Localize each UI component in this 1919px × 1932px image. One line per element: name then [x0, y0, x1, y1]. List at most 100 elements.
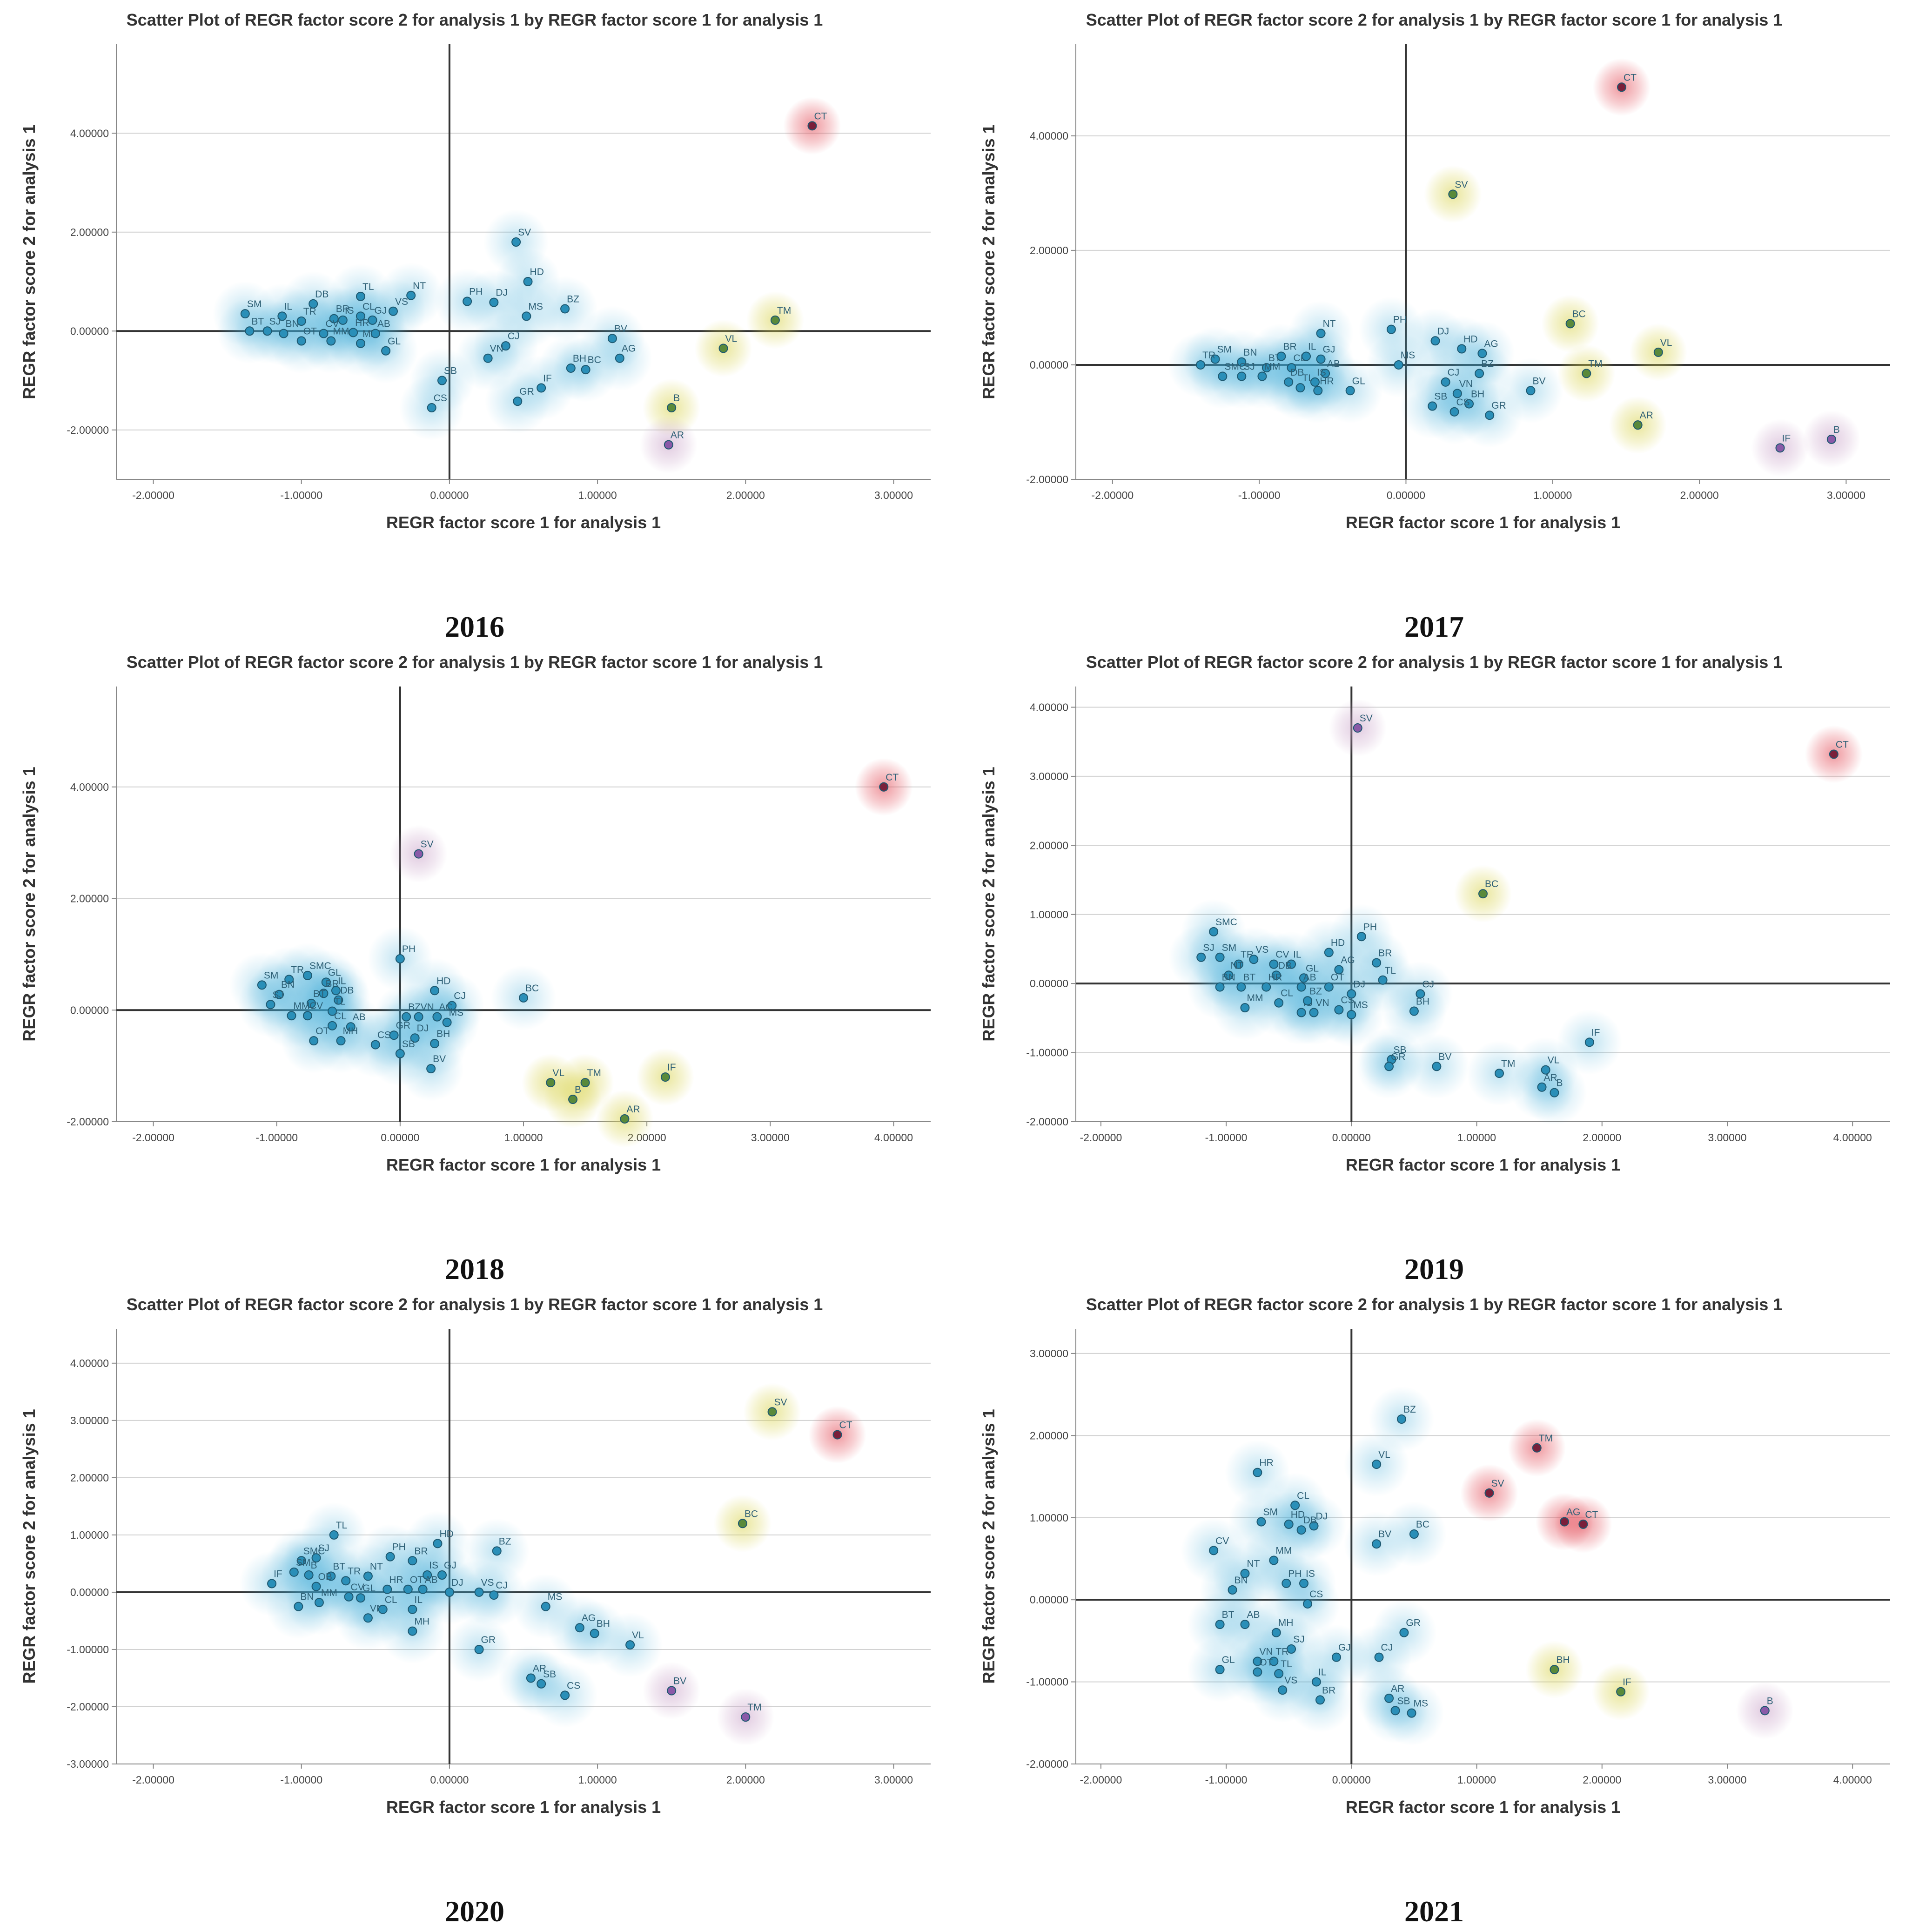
data-point-SV	[767, 1407, 777, 1417]
y-tick-label: 2.00000	[1030, 839, 1068, 851]
point-label: NT	[370, 1561, 383, 1572]
data-point-SV	[414, 849, 423, 859]
data-point-BR	[1372, 958, 1382, 968]
point-label: BT	[1222, 1609, 1235, 1620]
point-label: BT	[1243, 972, 1255, 983]
data-point-GR	[1384, 1062, 1394, 1071]
x-tick-label: -2.00000	[132, 1774, 174, 1786]
data-point-IL	[408, 1604, 417, 1614]
chart-panel-2017: Scatter Plot of REGR factor score 2 for …	[960, 0, 1909, 643]
data-point-MM	[1269, 1555, 1279, 1565]
data-point-SJ	[262, 326, 272, 336]
data-point-AB	[1321, 369, 1330, 378]
x-axis-label: REGR factor score 1 for analysis 1	[1346, 1155, 1620, 1174]
data-point-BN	[275, 990, 284, 999]
point-label: IF	[1623, 1677, 1631, 1688]
point-label: SJ	[272, 990, 284, 1000]
year-caption: 2021	[1404, 1895, 1464, 1928]
y-tick-label: 1.00000	[70, 1529, 109, 1541]
data-point-BT	[1261, 363, 1271, 373]
point-label: GJ	[374, 305, 387, 316]
data-point-CJ	[489, 1590, 499, 1600]
data-point-CS	[427, 403, 436, 412]
data-point-VN	[1309, 1008, 1319, 1017]
point-label: BR	[325, 978, 339, 989]
data-point-PH	[395, 954, 405, 963]
point-label: AG	[582, 1613, 596, 1623]
point-label: HD	[436, 976, 450, 986]
point-label: CJ	[1381, 1643, 1393, 1653]
point-label: BH	[436, 1029, 450, 1039]
x-axis-label: REGR factor score 1 for analysis 1	[1346, 513, 1620, 532]
data-point-TR	[284, 975, 294, 984]
point-label: SMC	[1215, 917, 1237, 928]
point-label: MS	[1401, 350, 1416, 361]
point-label: CJ	[496, 1580, 508, 1591]
point-label: CL	[1281, 988, 1293, 999]
data-point-IL	[277, 311, 287, 321]
point-label: VL	[1378, 1449, 1390, 1460]
y-tick-label: 2.00000	[1030, 1429, 1068, 1441]
data-point-GL	[1299, 973, 1308, 983]
point-label: SJ	[1293, 1634, 1305, 1645]
data-point-AG	[1334, 965, 1344, 975]
data-point-HD	[1324, 948, 1334, 957]
data-point-TL	[1378, 975, 1388, 985]
point-label: TL	[1385, 965, 1396, 976]
data-point-PH	[385, 1552, 395, 1562]
data-point-AR	[1633, 420, 1643, 430]
point-label: HR	[1259, 1458, 1273, 1468]
data-point-HD	[523, 277, 533, 286]
data-point-BV	[667, 1686, 677, 1696]
data-point-HD	[433, 1539, 443, 1548]
x-tick-label: 0.00000	[430, 1774, 469, 1786]
data-point-CJ	[1374, 1652, 1384, 1662]
data-point-MS	[442, 1017, 452, 1027]
point-label: CL	[1297, 1490, 1309, 1501]
scatter-chart: Scatter Plot of REGR factor score 2 for …	[979, 653, 1890, 1174]
chart-panel-2020: Scatter Plot of REGR factor score 2 for …	[0, 1285, 949, 1928]
data-point-BZ	[1475, 369, 1484, 378]
point-label: AB	[425, 1575, 438, 1585]
data-point-IF	[1616, 1687, 1626, 1696]
point-label: AR	[1544, 1072, 1557, 1083]
y-tick-label: 2.00000	[1030, 244, 1068, 256]
data-point-OT	[309, 1036, 319, 1046]
scatter-chart: Scatter Plot of REGR factor score 2 for …	[20, 10, 931, 532]
year-caption: 2018	[445, 1252, 504, 1286]
point-label: SM	[296, 1557, 311, 1568]
point-label: BN	[1243, 347, 1257, 358]
data-point-GJ	[1332, 1652, 1341, 1662]
x-tick-label: 0.00000	[1332, 1131, 1371, 1144]
point-label: GR	[396, 1020, 411, 1031]
year-caption: 2016	[445, 610, 504, 643]
point-label: SV	[421, 839, 434, 850]
point-label: BC	[588, 355, 601, 365]
y-tick-label: 2.00000	[70, 893, 109, 905]
x-tick-label: 4.00000	[1833, 1131, 1872, 1144]
point-label: SB	[1393, 1044, 1406, 1055]
x-tick-label: 0.00000	[381, 1131, 419, 1144]
halo-layer	[1168, 58, 1860, 477]
data-point-MH	[356, 338, 365, 348]
point-label: OT	[315, 1026, 329, 1037]
data-point-SM	[257, 980, 267, 990]
x-tick-label: -2.00000	[1080, 1774, 1122, 1786]
point-label: MS	[548, 1592, 563, 1602]
x-tick-label: -1.00000	[280, 489, 322, 501]
point-label: CJ	[454, 991, 466, 1002]
x-tick-label: 0.00000	[1332, 1774, 1371, 1786]
y-tick-label: 3.00000	[70, 1414, 109, 1427]
data-point-OB	[311, 1582, 321, 1591]
data-point-PH	[463, 296, 472, 306]
x-tick-label: 3.00000	[874, 1774, 913, 1786]
point-label: BN	[286, 319, 299, 330]
point-label: GJ	[1338, 1643, 1351, 1653]
point-label: PH	[1393, 315, 1407, 325]
data-point-SJ	[311, 1553, 321, 1563]
point-label: VL	[1548, 1055, 1560, 1066]
point-label: GL	[328, 967, 341, 978]
point-label: CL	[334, 1011, 347, 1022]
point-label: VL	[1660, 337, 1672, 348]
x-tick-label: 2.00000	[1583, 1131, 1621, 1144]
